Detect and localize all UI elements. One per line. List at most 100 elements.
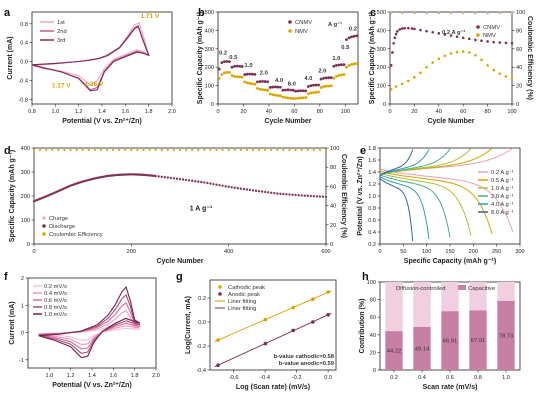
data-point-Coulombic Efficiency (233, 148, 236, 152)
legend-marker (288, 29, 292, 33)
rate-label: 0.2 (349, 26, 357, 32)
discharge-curve (379, 173, 451, 238)
panel-e: e 0 50 100 150 200 250 300 0.2 0.4 0.6 0.8 1.0 1.2 1.4… (357, 145, 525, 265)
data-point-CNMV (486, 40, 489, 43)
y-tick-label: 300 (377, 47, 386, 53)
data-point-Cathodic peak (326, 290, 330, 294)
data-point-Discharge (321, 195, 325, 198)
legend-label: Diffusion-controlled (396, 286, 446, 292)
data-point-CNMV (340, 63, 343, 67)
data-point-CNMV (301, 89, 305, 93)
data-point-CNMV (268, 86, 272, 89)
data-point-CNMV (332, 64, 336, 68)
x-tick-label: 100 (422, 249, 431, 255)
data-point-Anodic peak (311, 320, 315, 324)
legend-label: Capacitive (468, 286, 495, 292)
legend-label: 0.6 mV/s (44, 298, 67, 304)
x-axis-label: Scan rate (mV/s) (423, 384, 478, 391)
data-point-Discharge (291, 193, 294, 196)
cv-curve (38, 302, 141, 350)
x-tick-label: 1.0 (502, 375, 510, 381)
data-point-Coulombic Efficiency (221, 148, 224, 152)
y2-tick-label: 20 (330, 223, 336, 229)
data-point-CNMV (393, 36, 397, 40)
legend-label: 3rd (57, 38, 65, 44)
y-tick-label: 0 (373, 368, 376, 374)
y-tick-label: 0.0 (20, 60, 28, 66)
data-point-Coulombic Efficiency (63, 148, 66, 152)
x-tick-label: 250 (492, 249, 501, 255)
data-point-NMV (299, 96, 303, 100)
x-tick-label: 20 (240, 109, 246, 115)
data-point-Discharge (273, 192, 276, 195)
data-point-NMV (389, 87, 393, 91)
legend-label: 4.0 A g⁻¹ (491, 202, 514, 208)
data-point-CNMV (419, 28, 422, 32)
plot-frame (209, 279, 337, 371)
data-point-Coulombic Efficiency (142, 148, 145, 152)
data-point-Coulombic Efficiency (184, 148, 188, 152)
data-point-CNMV (337, 63, 341, 67)
data-point-NMV (342, 73, 346, 76)
x-tick-label: 1.2 (67, 373, 75, 379)
data-point-CNMV (284, 88, 287, 92)
y-tick-label: 500 (205, 10, 214, 16)
unit-label: A g⁻¹ (328, 21, 342, 28)
data-point-CNMV (314, 83, 318, 87)
data-point-CNMV (263, 80, 267, 83)
y-axis-label: Current (mA) (7, 36, 14, 79)
data-point-NMV (474, 53, 477, 57)
data-point-Coulombic Efficiency (282, 148, 285, 152)
data-point-Discharge (233, 186, 236, 189)
data-point-CNMV (240, 65, 244, 68)
data-point-CNMV (443, 33, 447, 36)
data-point-Discharge (178, 178, 182, 181)
y-tick-label: 80 (370, 298, 376, 304)
y-tick-label: 100 (367, 280, 376, 286)
data-point-Discharge (206, 182, 209, 185)
rate-label: 0.2 (219, 50, 227, 56)
data-point-NMV (233, 75, 236, 78)
legend-marker (218, 292, 222, 296)
data-point-CNMV (222, 60, 226, 64)
y-tick-label: 0.8 (20, 22, 28, 28)
y2-tick-label: 80 (330, 165, 336, 171)
data-point-Discharge (200, 181, 203, 184)
rate-annotation: 1 A g⁻¹ (190, 205, 213, 212)
bar-value-label: 44.22 (387, 349, 402, 355)
data-point-CNMV (258, 80, 262, 83)
y2-axis-label: Coulombic Efficiency (%) (526, 16, 533, 100)
y-tick-label: 0.6 (368, 218, 376, 224)
data-point-Coulombic Efficiency (178, 148, 182, 152)
data-point-NMV (238, 75, 242, 79)
data-point-NMV (256, 86, 259, 90)
data-point-Coulombic Efficiency (124, 148, 127, 152)
data-point-NMV (317, 90, 320, 94)
data-point-CNMV (389, 64, 393, 67)
data-point-Discharge (245, 188, 249, 191)
legend-label: 8.0 A g⁻¹ (491, 210, 514, 216)
data-point-Cathodic peak (216, 338, 220, 342)
data-point-NMV (276, 94, 280, 97)
data-point-CNMV (347, 36, 351, 40)
data-point-NMV (230, 74, 234, 77)
data-point-NMV (240, 75, 244, 79)
y2-tick-label: 60 (516, 47, 522, 53)
data-point-Discharge (227, 185, 230, 188)
data-point-NMV (253, 82, 257, 86)
panel-f: f 1.0 1.2 1.4 1.6 1.8 2.0 -1 0 1 2 Potential (V vs.… (4, 271, 160, 389)
y2-tick-label: 60 (330, 184, 336, 190)
x-tick-label: 2.0 (152, 373, 160, 379)
data-point-Discharge (282, 192, 285, 196)
discharge-curve (379, 170, 493, 234)
rate-label: 0.5 (341, 45, 350, 51)
data-point-CNMV (243, 73, 247, 76)
data-point-Coulombic Efficiency (239, 148, 242, 152)
x-tick-label: 1.8 (131, 373, 139, 379)
data-point-CNMV (400, 27, 404, 30)
x-tick-label: 1.4 (98, 109, 106, 115)
data-point-CNMV (461, 36, 465, 40)
data-point-Coulombic Efficiency (99, 148, 103, 152)
bar-diffusion (385, 282, 403, 332)
data-point-Coulombic Efficiency (166, 148, 169, 152)
